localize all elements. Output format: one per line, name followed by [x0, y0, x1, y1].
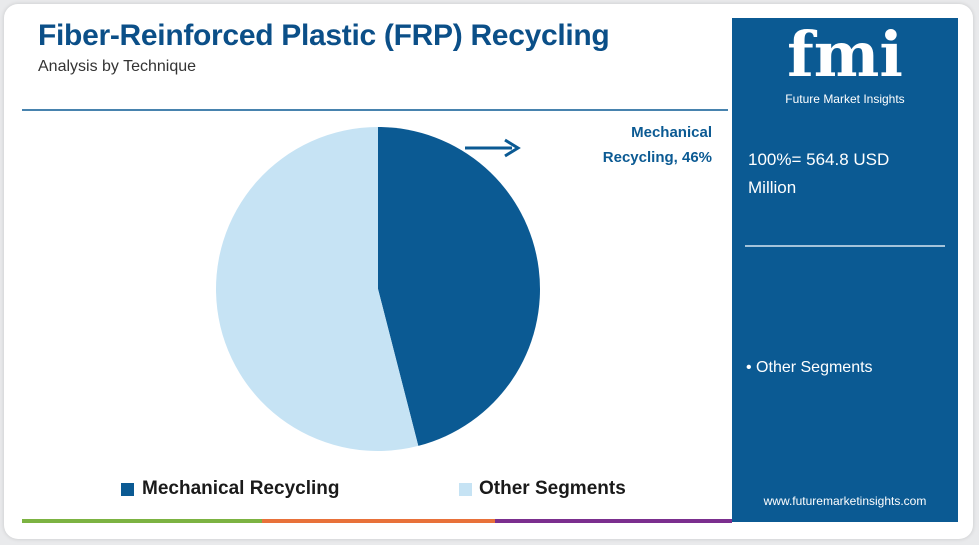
pie-slice: [215, 127, 419, 451]
brand-url: www.futuremarketinsights.com: [763, 494, 927, 508]
pie-slice: [378, 127, 540, 446]
side-list-text: Other Segments: [756, 359, 873, 376]
footer-bar: [262, 519, 495, 523]
pie: [215, 127, 540, 451]
legend-label: Mechanical Recycling: [142, 478, 340, 499]
legend-swatch: [459, 483, 472, 496]
footer-bar: [495, 519, 732, 523]
footer-bar: [22, 519, 262, 523]
brand-name: Future Market Insights: [785, 92, 905, 106]
total-note: 100%= 564.8 USD Million: [748, 150, 890, 197]
side-list-item: • Other Segments: [746, 359, 873, 376]
chart-subtitle: Analysis by Technique: [38, 58, 197, 75]
chart-title: Fiber-Reinforced Plastic (FRP) Recycling: [38, 19, 610, 52]
data-label: Mechanical Recycling, 46%: [602, 124, 712, 166]
arrow-head: [504, 138, 521, 158]
legend-label: Other Segments: [479, 478, 626, 499]
side-panel: [732, 18, 958, 522]
logo: fmi: [787, 18, 903, 91]
legend-swatch: [121, 483, 134, 496]
